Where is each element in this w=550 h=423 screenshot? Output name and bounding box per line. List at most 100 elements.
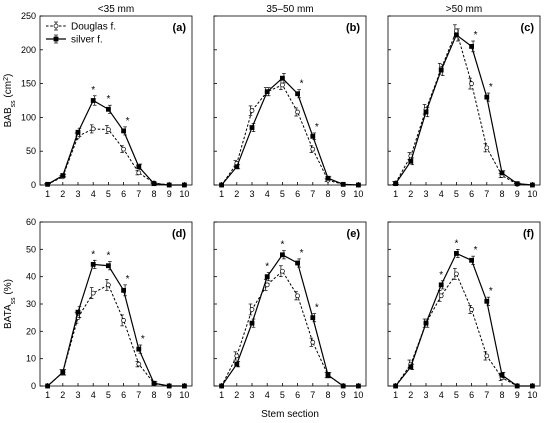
significance-star: *	[474, 245, 478, 256]
series-silver	[45, 259, 187, 389]
data-point	[106, 106, 111, 112]
series-line	[221, 84, 359, 186]
data-point	[499, 372, 505, 378]
x-tick-label: 2	[408, 189, 413, 199]
panel-frame	[213, 15, 367, 186]
data-point	[325, 372, 331, 378]
series-line	[395, 252, 533, 387]
data-point	[408, 364, 414, 370]
y-tick-label: 0	[31, 180, 36, 190]
data-point	[166, 182, 172, 188]
data-point	[249, 108, 255, 113]
data-point	[60, 173, 66, 178]
significance-star: *	[106, 251, 110, 262]
panel-f: 1 2 3 4 5 6 7 8 9 10 (f) * * * *	[387, 221, 541, 400]
x-tick-label: 5	[280, 390, 285, 400]
y-tick-label: 50	[26, 146, 36, 156]
x-tick-label: 4	[265, 390, 270, 400]
series-silver	[393, 28, 535, 188]
x-tick-label: 8	[325, 390, 330, 400]
x-tick-label: 1	[45, 189, 50, 199]
series-douglas	[219, 265, 361, 389]
y-axis-title-row-1: BABss (cm2)	[3, 74, 17, 128]
data-point	[469, 81, 474, 86]
y-axis-title-unit: (%)	[3, 279, 14, 297]
legend: Douglas f. silver f.	[46, 22, 116, 46]
data-point	[484, 145, 490, 151]
y-axis-title-row-2: BATAss (%)	[3, 279, 17, 329]
x-tick-label: 4	[265, 189, 270, 199]
x-tick-label: 10	[527, 189, 537, 199]
x-tick-label: 5	[280, 189, 285, 199]
series-line	[395, 33, 533, 186]
data-point	[295, 260, 300, 266]
series-line	[395, 29, 533, 186]
significance-star: *	[489, 286, 493, 297]
series-silver	[219, 250, 361, 389]
x-tick-label: 7	[484, 189, 489, 199]
data-point	[423, 109, 429, 115]
x-tick-label: 4	[439, 390, 444, 400]
data-point	[234, 353, 240, 359]
y-tick-label: 150	[21, 79, 36, 89]
x-tick-label: 4	[91, 189, 96, 199]
x-tick-label: 3	[423, 189, 428, 199]
data-point	[469, 257, 474, 263]
data-point	[166, 383, 172, 389]
data-point	[121, 287, 126, 293]
significance-star: *	[454, 238, 458, 249]
data-point	[106, 127, 111, 132]
x-tick-label: 7	[310, 189, 315, 199]
x-tick-label: 1	[45, 390, 50, 400]
x-tick-label: 7	[484, 390, 489, 400]
panel-label: (f)	[523, 228, 534, 240]
x-tick-label: 9	[341, 390, 346, 400]
x-tick-label: 7	[136, 189, 141, 199]
panel-frame	[39, 221, 193, 387]
x-tick-label: 2	[234, 189, 239, 199]
data-point	[234, 164, 240, 170]
data-point	[310, 315, 316, 321]
significance-star: *	[106, 94, 110, 105]
panel-c: 1 2 3 4 5 6 7 8 9 10 (c) * *	[387, 15, 541, 199]
series-silver	[45, 95, 187, 188]
x-tick-label: 4	[91, 390, 96, 400]
series-line	[395, 272, 533, 387]
x-tick-label: 9	[515, 189, 520, 199]
data-point	[60, 369, 66, 375]
data-point	[90, 126, 96, 132]
significance-star: *	[91, 85, 95, 96]
panel-b: 1 2 3 4 5 6 7 8 9 10 (b) * *	[213, 15, 367, 199]
x-tick-label: 6	[295, 390, 300, 400]
significance-star: *	[439, 270, 443, 281]
significance-star: *	[474, 30, 478, 41]
data-point	[234, 361, 240, 367]
y-axis-title-end: )	[3, 74, 14, 77]
data-point	[295, 293, 300, 299]
x-tick-label: 9	[515, 390, 520, 400]
data-point	[438, 282, 444, 288]
column-title-3: >50 mm	[446, 4, 482, 15]
x-tick-label: 8	[325, 189, 330, 199]
significance-star: *	[315, 303, 319, 314]
series-line	[221, 77, 359, 186]
significance-star: *	[300, 248, 304, 259]
data-point	[484, 353, 490, 359]
data-point	[151, 181, 157, 187]
data-point	[280, 82, 285, 88]
significance-star: *	[141, 334, 145, 345]
y-axis-title-sub: ss	[10, 100, 17, 108]
series-douglas	[392, 24, 535, 188]
x-tick-label: 2	[408, 390, 413, 400]
x-tick-label: 7	[310, 390, 315, 400]
x-tick-label: 5	[454, 189, 459, 199]
y-tick-label: 20	[26, 326, 36, 336]
data-point	[340, 383, 346, 389]
data-point	[310, 133, 316, 139]
series-douglas	[393, 268, 535, 389]
series-line	[47, 263, 185, 387]
data-point	[136, 361, 142, 367]
data-point	[499, 170, 505, 176]
panel-e: 1 2 3 4 5 6 7 8 9 10 (e) * * * *	[213, 221, 367, 400]
data-point	[280, 268, 285, 274]
